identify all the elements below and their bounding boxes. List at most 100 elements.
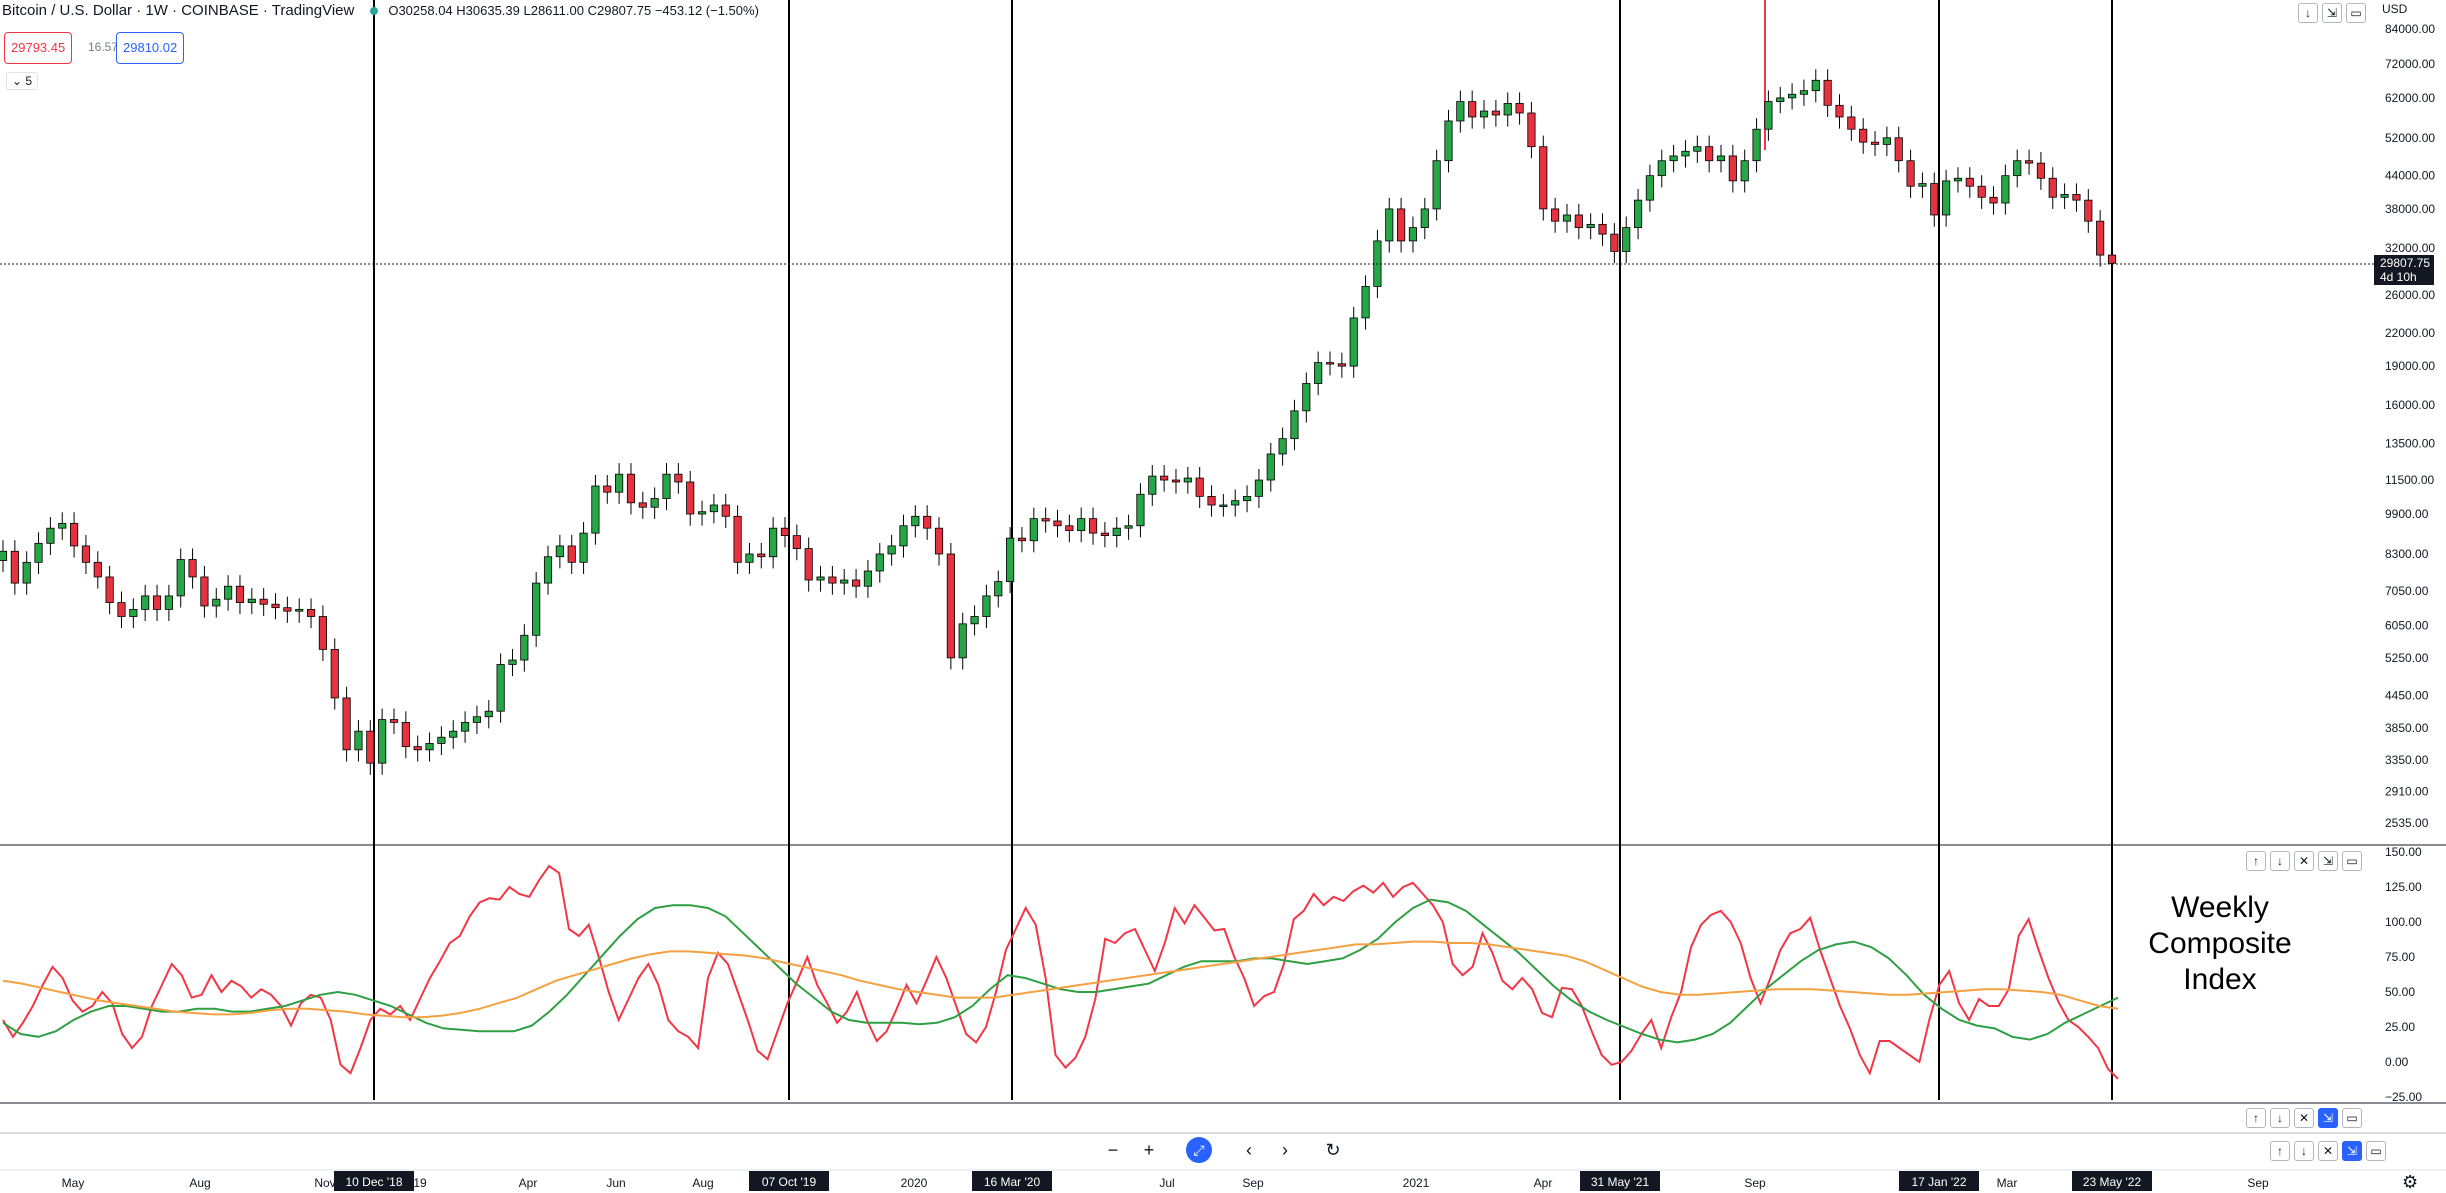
candle — [603, 474, 612, 504]
candle — [413, 735, 422, 762]
time-axis-label: Apr — [1534, 1176, 1553, 1190]
candle-body — [0, 550, 8, 561]
candle — [366, 720, 375, 775]
candle — [271, 593, 280, 620]
candle-body — [1183, 477, 1192, 483]
candle-body — [496, 664, 505, 712]
marker-date-label: 07 Oct '19 — [762, 1175, 817, 1189]
candle-body — [1302, 383, 1311, 412]
marker-date-badge — [1899, 1171, 1979, 1191]
candle — [1408, 216, 1418, 253]
candle-body — [1669, 155, 1678, 162]
collapse-icon[interactable]: ⇲ — [2318, 851, 2338, 871]
arrow-down-icon[interactable]: ↓ — [2270, 1108, 2290, 1128]
candle — [354, 720, 363, 762]
reset-scale-icon[interactable]: ⤢ — [1186, 1137, 1212, 1163]
candle-body — [579, 532, 588, 563]
close-icon[interactable]: ✕ — [2294, 1108, 2314, 1128]
candle-body — [449, 730, 458, 738]
candle-body — [1337, 363, 1346, 367]
candle-body — [1752, 128, 1761, 162]
candle-body — [520, 634, 529, 661]
candle-body — [1527, 112, 1536, 148]
candle — [1207, 485, 1216, 517]
osc-tick-label: 100.00 — [2385, 915, 2422, 929]
candle — [1823, 69, 1832, 117]
candle-body — [1859, 128, 1868, 143]
candle — [804, 537, 813, 592]
candle-body — [1918, 183, 1927, 187]
gear-icon[interactable]: ⚙ — [2402, 1172, 2419, 1192]
candle-body — [1314, 362, 1323, 384]
candle — [141, 584, 150, 622]
candle-body — [863, 570, 872, 587]
time-axis-label: Mar — [1997, 1176, 2018, 1190]
candle — [1491, 99, 1500, 127]
candle-body — [2013, 160, 2022, 177]
collapse-icon[interactable]: ⇲ — [2318, 1108, 2338, 1128]
time-axis-label: May — [62, 1176, 85, 1190]
collapse-icon[interactable]: ⇲ — [2342, 1141, 2362, 1161]
maximize-icon[interactable]: ▭ — [2342, 851, 2362, 871]
close-icon[interactable]: ✕ — [2318, 1141, 2338, 1161]
maximize-icon[interactable]: ▭ — [2342, 1108, 2362, 1128]
candle-body — [1823, 79, 1832, 106]
candle-body — [81, 545, 91, 563]
candle-body — [401, 722, 410, 748]
candle-body — [911, 515, 920, 527]
candle-body — [378, 719, 387, 764]
candle — [591, 474, 600, 545]
candle-body — [437, 736, 446, 744]
candle-body — [1420, 208, 1429, 228]
symbol-title[interactable]: Bitcoin / U.S. Dollar · 1W · COINBASE · … — [2, 2, 355, 19]
zoom-in-icon[interactable]: + — [1143, 1140, 1155, 1160]
candle — [1882, 126, 1891, 157]
zoom-out-icon[interactable]: − — [1107, 1140, 1119, 1160]
candle — [1574, 203, 1583, 240]
candle-body — [852, 579, 861, 587]
arrow-up-icon[interactable]: ↑ — [2270, 1141, 2290, 1161]
scroll-left-icon[interactable]: ‹ — [1246, 1140, 1252, 1160]
reload-icon[interactable]: ↻ — [1325, 1140, 1341, 1160]
arrow-down-icon[interactable]: ↓ — [2270, 851, 2290, 871]
close-icon[interactable]: ✕ — [2294, 851, 2314, 871]
candle-body — [1029, 518, 1038, 542]
arrow-down-icon[interactable]: ↓ — [2298, 3, 2318, 23]
candle-body — [212, 598, 221, 607]
candle — [1965, 167, 1974, 198]
maximize-icon[interactable]: ▭ — [2346, 3, 2366, 23]
candle — [1337, 352, 1346, 378]
marker-date-label: 31 May '21 — [1591, 1175, 1650, 1189]
candle — [828, 565, 837, 595]
scroll-right-icon[interactable]: › — [1282, 1140, 1288, 1160]
maximize-icon[interactable]: ▭ — [2366, 1141, 2386, 1161]
candle — [1124, 514, 1133, 540]
candle-body — [105, 576, 114, 603]
arrow-down-icon[interactable]: ↓ — [2294, 1141, 2314, 1161]
candle-body — [792, 535, 801, 549]
candle-body — [413, 746, 422, 751]
sell-price-button[interactable]: 29793.45 — [4, 32, 73, 64]
candle-body — [887, 545, 896, 555]
candle-body — [354, 730, 363, 751]
collapse-icon[interactable]: ⇲ — [2322, 3, 2342, 23]
candle-body — [567, 545, 576, 563]
candle — [626, 463, 636, 515]
candle — [1385, 197, 1394, 253]
candle-body — [840, 579, 849, 584]
marker-date-badge — [2072, 1171, 2152, 1191]
candle-body — [141, 595, 150, 610]
candle — [93, 551, 102, 589]
candle-body — [1160, 475, 1169, 481]
candle — [1479, 99, 1489, 129]
indicator-collapse-button[interactable]: ⌄ 5 — [6, 72, 39, 90]
arrow-up-icon[interactable]: ↑ — [2246, 851, 2266, 871]
candle-body — [1645, 175, 1654, 201]
arrow-up-icon[interactable]: ↑ — [2246, 1108, 2266, 1128]
buy-price-button[interactable]: 29810.02 — [116, 32, 185, 64]
candle — [697, 500, 707, 526]
time-axis-label: Aug — [692, 1176, 713, 1190]
price-tick-label: 13500.00 — [2385, 437, 2435, 451]
